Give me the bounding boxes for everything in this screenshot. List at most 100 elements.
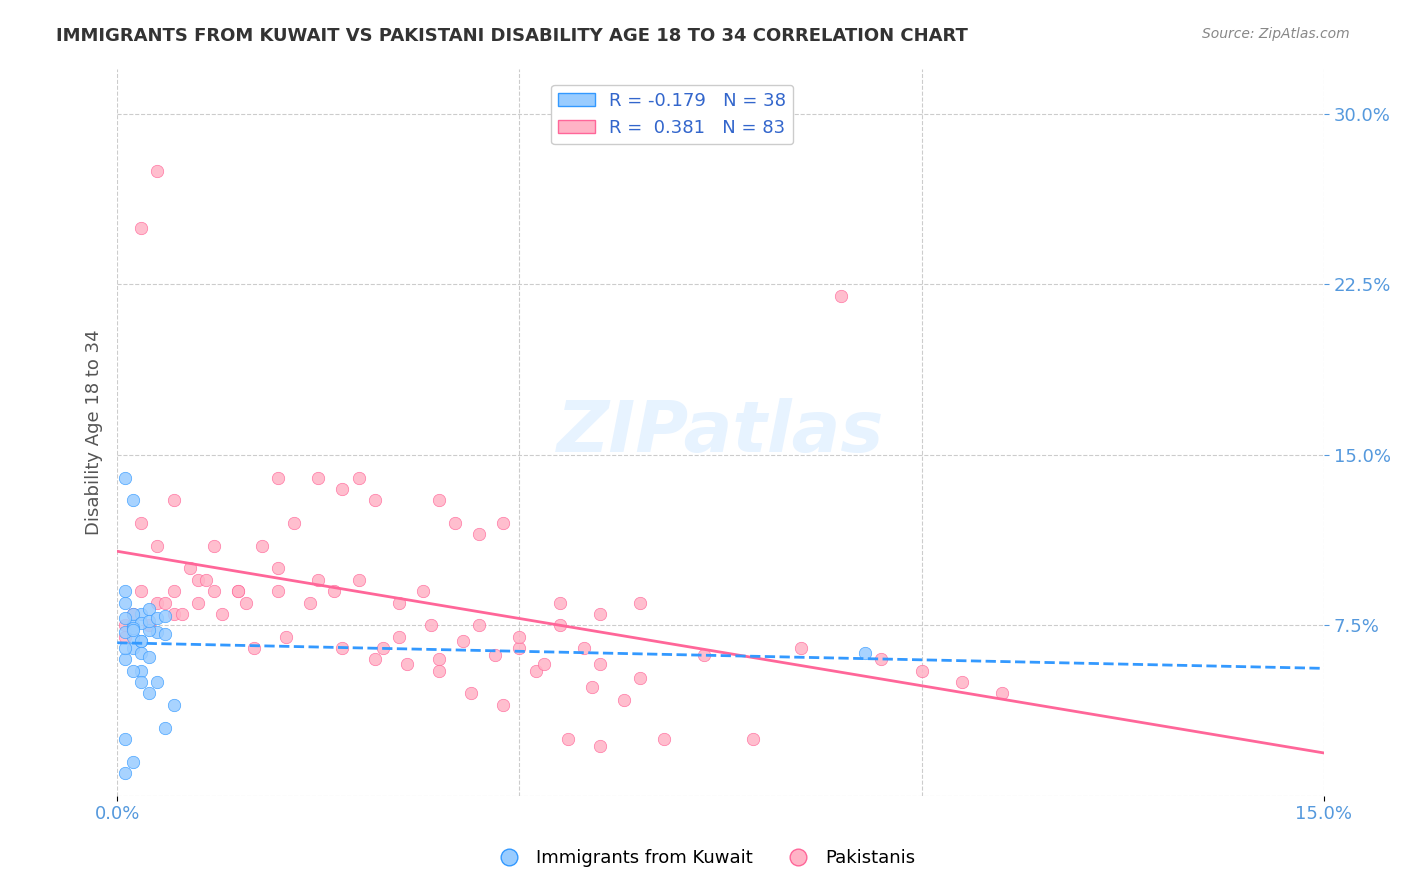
- Point: [267, 584, 290, 599]
- Point: [146, 611, 169, 625]
- Point: [122, 607, 145, 621]
- Point: [122, 755, 145, 769]
- Point: [652, 731, 675, 746]
- Point: [911, 664, 934, 678]
- Point: [114, 611, 136, 625]
- Point: [243, 640, 266, 655]
- Point: [146, 539, 169, 553]
- Point: [790, 640, 813, 655]
- Point: [267, 470, 290, 484]
- Point: [276, 630, 298, 644]
- Point: [202, 539, 225, 553]
- Point: [187, 596, 209, 610]
- Point: [388, 630, 411, 644]
- Point: [146, 625, 169, 640]
- Point: [146, 675, 169, 690]
- Point: [299, 596, 322, 610]
- Point: [741, 731, 763, 746]
- Point: [131, 646, 153, 660]
- Point: [138, 618, 160, 632]
- Point: [427, 664, 450, 678]
- Point: [131, 664, 153, 678]
- Point: [162, 493, 184, 508]
- Point: [589, 657, 612, 671]
- Point: [548, 618, 571, 632]
- Point: [138, 614, 160, 628]
- Point: [508, 640, 530, 655]
- Point: [830, 289, 852, 303]
- Point: [572, 640, 595, 655]
- Point: [581, 680, 603, 694]
- Point: [162, 584, 184, 599]
- Point: [131, 634, 153, 648]
- Point: [114, 731, 136, 746]
- Point: [114, 640, 136, 655]
- Point: [332, 482, 354, 496]
- Point: [347, 470, 370, 484]
- Point: [427, 493, 450, 508]
- Point: [508, 630, 530, 644]
- Point: [131, 634, 153, 648]
- Point: [122, 664, 145, 678]
- Point: [202, 584, 225, 599]
- Point: [388, 596, 411, 610]
- Point: [138, 623, 160, 637]
- Point: [427, 652, 450, 666]
- Point: [114, 766, 136, 780]
- Point: [162, 698, 184, 712]
- Point: [194, 573, 217, 587]
- Point: [693, 648, 716, 662]
- Point: [235, 596, 257, 610]
- Point: [412, 584, 434, 599]
- Point: [162, 607, 184, 621]
- Point: [589, 739, 612, 753]
- Point: [114, 470, 136, 484]
- Point: [122, 640, 145, 655]
- Point: [371, 640, 394, 655]
- Point: [131, 607, 153, 621]
- Point: [468, 618, 491, 632]
- Point: [628, 671, 651, 685]
- Point: [114, 596, 136, 610]
- Point: [395, 657, 418, 671]
- Point: [444, 516, 467, 530]
- Point: [950, 675, 973, 690]
- Point: [146, 163, 169, 178]
- Text: ZIPatlas: ZIPatlas: [557, 398, 884, 467]
- Point: [170, 607, 193, 621]
- Point: [419, 618, 441, 632]
- Point: [114, 584, 136, 599]
- Point: [468, 527, 491, 541]
- Point: [122, 493, 145, 508]
- Point: [138, 602, 160, 616]
- Point: [524, 664, 547, 678]
- Text: IMMIGRANTS FROM KUWAIT VS PAKISTANI DISABILITY AGE 18 TO 34 CORRELATION CHART: IMMIGRANTS FROM KUWAIT VS PAKISTANI DISA…: [56, 27, 969, 45]
- Point: [533, 657, 555, 671]
- Point: [131, 615, 153, 630]
- Point: [492, 698, 515, 712]
- Point: [283, 516, 305, 530]
- Point: [613, 693, 636, 707]
- Text: Source: ZipAtlas.com: Source: ZipAtlas.com: [1202, 27, 1350, 41]
- Point: [114, 618, 136, 632]
- Point: [138, 650, 160, 665]
- Point: [363, 493, 385, 508]
- Point: [122, 623, 145, 637]
- Point: [267, 561, 290, 575]
- Point: [484, 648, 506, 662]
- Point: [226, 584, 249, 599]
- Point: [363, 652, 385, 666]
- Point: [131, 584, 153, 599]
- Point: [870, 652, 893, 666]
- Point: [853, 646, 876, 660]
- Legend: R = -0.179   N = 38, R =  0.381   N = 83: R = -0.179 N = 38, R = 0.381 N = 83: [551, 85, 793, 145]
- Point: [226, 584, 249, 599]
- Point: [122, 607, 145, 621]
- Point: [155, 721, 177, 735]
- Point: [155, 596, 177, 610]
- Point: [155, 609, 177, 624]
- Point: [114, 625, 136, 640]
- Point: [114, 630, 136, 644]
- Point: [991, 686, 1014, 700]
- Point: [307, 573, 329, 587]
